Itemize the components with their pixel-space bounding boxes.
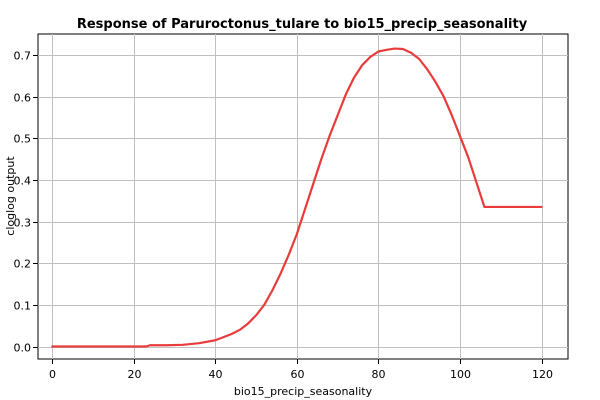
y-tick-label: 0.6 bbox=[14, 92, 32, 105]
series-layer bbox=[51, 47, 543, 348]
grid-lines bbox=[38, 34, 568, 359]
plot-area bbox=[37, 33, 569, 360]
y-tick-label: 0.3 bbox=[14, 217, 32, 230]
y-tick-label: 0.4 bbox=[14, 175, 32, 188]
y-axis-label: cloglog output bbox=[4, 156, 17, 236]
y-tick-label: 0.0 bbox=[14, 342, 32, 355]
x-tick-label: 80 bbox=[372, 368, 386, 381]
y-tick-label: 0.7 bbox=[14, 50, 32, 63]
y-axis: 0.0 0.1 0.2 0.3 0.4 0.5 0.6 0.7 bbox=[14, 50, 38, 355]
chart-title: Response of Paruroctonus_tulare to bio15… bbox=[77, 17, 528, 32]
x-tick-label: 60 bbox=[291, 368, 305, 381]
x-tick-label: 120 bbox=[532, 368, 553, 381]
x-tick-label: 100 bbox=[450, 368, 471, 381]
x-axis-label: bio15_precip_seasonality bbox=[234, 385, 373, 398]
x-tick-label: 0 bbox=[49, 368, 56, 381]
x-tick-label: 40 bbox=[209, 368, 223, 381]
y-tick-label: 0.5 bbox=[14, 133, 32, 146]
x-tick-label: 20 bbox=[128, 368, 142, 381]
y-tick-label: 0.2 bbox=[14, 258, 32, 271]
x-axis: 0 20 40 60 80 100 120 bbox=[49, 359, 553, 381]
series-line bbox=[51, 47, 543, 348]
y-tick-label: 0.1 bbox=[14, 300, 32, 313]
